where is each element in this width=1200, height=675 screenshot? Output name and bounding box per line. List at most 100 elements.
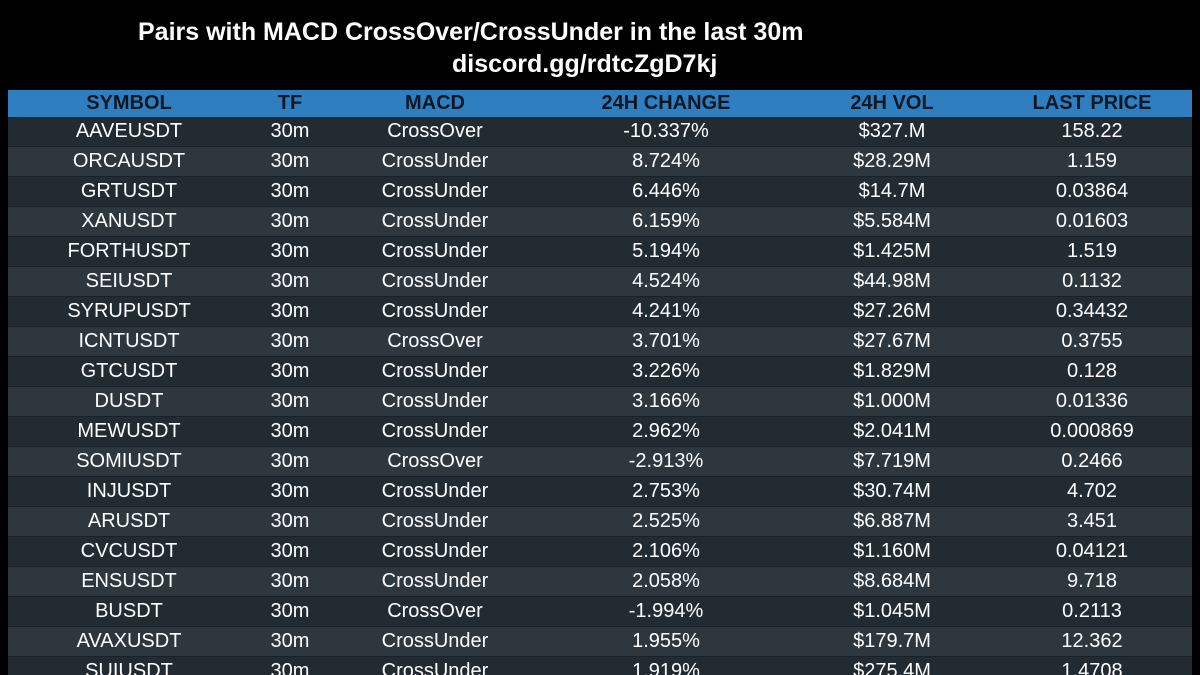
cell-24h-vol: $27.26M	[792, 296, 992, 327]
cell-24h-vol: $7.719M	[792, 446, 992, 477]
cell-macd: CrossUnder	[330, 656, 540, 675]
cell-24h-change: 4.524%	[540, 266, 792, 297]
cell-24h-vol: $275.4M	[792, 656, 992, 675]
cell-symbol: SEIUSDT	[8, 266, 250, 297]
cell-tf: 30m	[250, 476, 330, 507]
cell-tf: 30m	[250, 656, 330, 675]
table-row: MEWUSDT 30m CrossUnder 2.962% $2.041M 0.00086…	[8, 416, 1192, 447]
cell-tf: 30m	[250, 626, 330, 657]
cell-symbol: MEWUSDT	[8, 416, 250, 447]
cell-24h-change: -2.913%	[540, 446, 792, 477]
cell-symbol: ENSUSDT	[8, 566, 250, 597]
cell-24h-change: 2.106%	[540, 536, 792, 567]
table-row: DUSDT 30m CrossUnder 3.166% $1.000M 0.01336	[8, 386, 1192, 417]
cell-macd: CrossUnder	[330, 236, 540, 267]
cell-24h-change: 8.724%	[540, 146, 792, 177]
cell-macd: CrossUnder	[330, 356, 540, 387]
cell-24h-change: -10.337%	[540, 117, 792, 147]
cell-symbol: AVAXUSDT	[8, 626, 250, 657]
cell-24h-vol: $6.887M	[792, 506, 992, 537]
cell-macd: CrossUnder	[330, 386, 540, 417]
cell-24h-vol: $27.67M	[792, 326, 992, 357]
cell-24h-change: 2.525%	[540, 506, 792, 537]
pairs-table: SYMBOL TF MACD 24H CHANGE 24H VOL LAST P…	[8, 90, 1192, 675]
page-title: Pairs with MACD CrossOver/CrossUnder in …	[138, 18, 804, 46]
cell-24h-change: 2.962%	[540, 416, 792, 447]
cell-last-price: 0.1132	[992, 266, 1192, 297]
column-header-24h-change[interactable]: 24H CHANGE	[601, 92, 731, 114]
cell-symbol: SUIUSDT	[8, 656, 250, 675]
column-header-last-price[interactable]: LAST PRICE	[1032, 92, 1152, 114]
cell-symbol: ARUSDT	[8, 506, 250, 537]
cell-symbol: XANUSDT	[8, 206, 250, 237]
cell-24h-change: 3.701%	[540, 326, 792, 357]
table-row: GTCUSDT 30m CrossUnder 3.226% $1.829M 0.128	[8, 356, 1192, 387]
cell-24h-vol: $28.29M	[792, 146, 992, 177]
cell-last-price: 0.3755	[992, 326, 1192, 357]
column-header-macd[interactable]: MACD	[405, 92, 465, 114]
cell-last-price: 1.159	[992, 146, 1192, 177]
table-row: AAVEUSDT 30m CrossOver -10.337% $327.M 158.22	[8, 117, 1192, 147]
cell-24h-change: -1.994%	[540, 596, 792, 627]
cell-tf: 30m	[250, 176, 330, 207]
cell-tf: 30m	[250, 206, 330, 237]
pairs-table-container: SYMBOL TF MACD 24H CHANGE 24H VOL LAST P…	[8, 90, 1192, 675]
cell-last-price: 4.702	[992, 476, 1192, 507]
cell-24h-change: 2.058%	[540, 566, 792, 597]
cell-24h-vol: $1.425M	[792, 236, 992, 267]
table-row: AVAXUSDT 30m CrossUnder 1.955% $179.7M 12.362	[8, 626, 1192, 657]
table-row: ARUSDT 30m CrossUnder 2.525% $6.887M 3.451	[8, 506, 1192, 537]
column-header-symbol[interactable]: SYMBOL	[86, 92, 172, 114]
cell-24h-change: 4.241%	[540, 296, 792, 327]
cell-macd: CrossUnder	[330, 536, 540, 567]
column-header-tf[interactable]: TF	[277, 92, 303, 114]
table-row: ENSUSDT 30m CrossUnder 2.058% $8.684M 9.718	[8, 566, 1192, 597]
cell-24h-change: 5.194%	[540, 236, 792, 267]
cell-last-price: 158.22	[992, 117, 1192, 147]
cell-symbol: FORTHUSDT	[8, 236, 250, 267]
cell-24h-vol: $30.74M	[792, 476, 992, 507]
cell-macd: CrossUnder	[330, 416, 540, 447]
cell-macd: CrossOver	[330, 117, 540, 147]
cell-symbol: INJUSDT	[8, 476, 250, 507]
table-header-row: SYMBOL TF MACD 24H CHANGE 24H VOL LAST P…	[8, 90, 1192, 117]
cell-last-price: 0.2466	[992, 446, 1192, 477]
table-row: ICNTUSDT 30m CrossOver 3.701% $27.67M 0.3755	[8, 326, 1192, 357]
cell-tf: 30m	[250, 446, 330, 477]
table-row: SOMIUSDT 30m CrossOver -2.913% $7.719M 0.2466	[8, 446, 1192, 477]
table-body: AAVEUSDT 30m CrossOver -10.337% $327.M 158.22…	[8, 117, 1192, 675]
table-row: XANUSDT 30m CrossUnder 6.159% $5.584M 0.01603	[8, 206, 1192, 237]
cell-last-price: 0.2113	[992, 596, 1192, 627]
cell-24h-vol: $5.584M	[792, 206, 992, 237]
cell-macd: CrossOver	[330, 326, 540, 357]
cell-macd: CrossUnder	[330, 296, 540, 327]
table-row: CVCUSDT 30m CrossUnder 2.106% $1.160M 0.04121	[8, 536, 1192, 567]
cell-24h-vol: $14.7M	[792, 176, 992, 207]
cell-tf: 30m	[250, 146, 330, 177]
cell-24h-vol: $1.000M	[792, 386, 992, 417]
cell-24h-vol: $1.829M	[792, 356, 992, 387]
cell-symbol: AAVEUSDT	[8, 117, 250, 147]
table-row: GRTUSDT 30m CrossUnder 6.446% $14.7M 0.03864	[8, 176, 1192, 207]
cell-tf: 30m	[250, 236, 330, 267]
cell-tf: 30m	[250, 416, 330, 447]
cell-24h-vol: $327.M	[792, 117, 992, 147]
cell-24h-change: 2.753%	[540, 476, 792, 507]
column-header-24h-vol[interactable]: 24H VOL	[850, 92, 934, 114]
cell-macd: CrossOver	[330, 446, 540, 477]
cell-last-price: 12.362	[992, 626, 1192, 657]
cell-24h-vol: $44.98M	[792, 266, 992, 297]
cell-macd: CrossUnder	[330, 626, 540, 657]
cell-24h-vol: $8.684M	[792, 566, 992, 597]
cell-last-price: 0.01603	[992, 206, 1192, 237]
cell-tf: 30m	[250, 596, 330, 627]
cell-tf: 30m	[250, 296, 330, 327]
cell-last-price: 9.718	[992, 566, 1192, 597]
cell-symbol: SOMIUSDT	[8, 446, 250, 477]
cell-last-price: 0.04121	[992, 536, 1192, 567]
cell-tf: 30m	[250, 266, 330, 297]
cell-symbol: GTCUSDT	[8, 356, 250, 387]
cell-24h-change: 6.446%	[540, 176, 792, 207]
cell-24h-change: 3.166%	[540, 386, 792, 417]
